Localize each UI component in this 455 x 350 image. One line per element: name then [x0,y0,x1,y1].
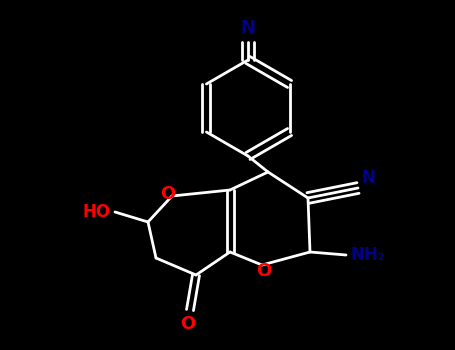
Text: O: O [180,315,196,333]
Text: O: O [256,262,272,280]
Text: N: N [361,169,375,187]
Text: HO: HO [83,203,111,221]
Text: O: O [160,185,176,203]
Text: NH₂: NH₂ [350,246,385,264]
Text: N: N [241,19,256,37]
